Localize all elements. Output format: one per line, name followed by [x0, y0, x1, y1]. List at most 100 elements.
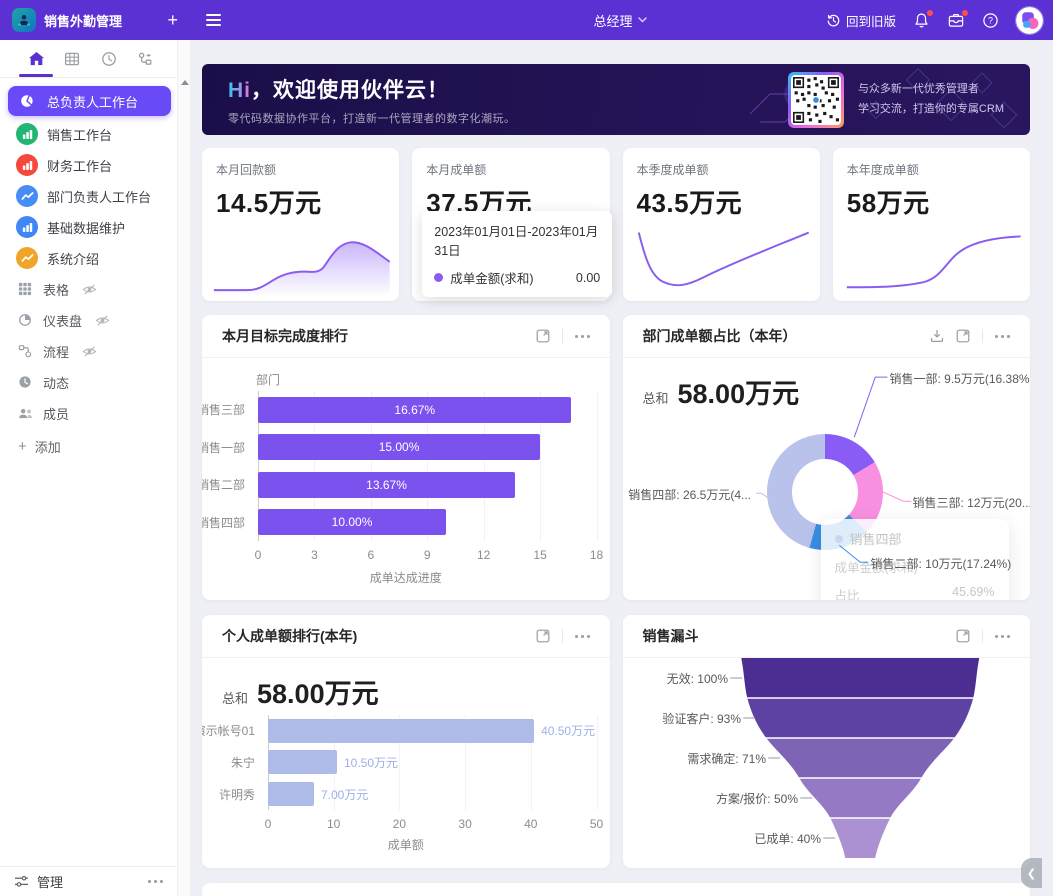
- sidebar-item-label: 基础数据维护: [47, 220, 126, 236]
- sidebar-menu: 总负责人工作台销售工作台财务工作台部门负责人工作台基础数据维护系统介绍表格仪表盘…: [0, 78, 177, 462]
- sidebar-item-3[interactable]: 部门负责人工作台: [8, 183, 171, 209]
- bar-许明秀[interactable]: [268, 782, 314, 807]
- history-icon: [827, 14, 840, 26]
- sidebar-tool-0[interactable]: 表格: [8, 276, 171, 302]
- sidebar-scrollbar[interactable]: [177, 40, 190, 896]
- manage-button[interactable]: 管理: [0, 866, 177, 896]
- funnel-chart: 无效: 100% 验证客户: 93% 需求确定: 71% 方案/报价: 50% 已成单:…: [623, 658, 1031, 868]
- stats-row: 本月回款额 14.5万元 本月成单额 37.5万元 2023年01月01日-20…: [202, 148, 1030, 301]
- qr-caption: 与众多新一代优秀管理者 学习交流，打造你的专属CRM: [858, 80, 1004, 120]
- card-dept-share-pie: 部门成单额占比（本年） 总和 58.00万元 销售四部 成单金额(求和) 占比 4…: [622, 315, 1031, 600]
- sidebar: 总负责人工作台销售工作台财务工作台部门负责人工作台基础数据维护系统介绍表格仪表盘…: [0, 40, 190, 896]
- expand-icon[interactable]: [536, 329, 550, 343]
- stat-value: 58万元: [846, 188, 930, 218]
- series-label: 成单金额(求和): [450, 272, 534, 286]
- sidebar-item-4[interactable]: 基础数据维护: [8, 214, 171, 240]
- banner-greeting: ，欢迎使用伙伴云！: [251, 78, 449, 102]
- more-options-button[interactable]: [574, 631, 590, 642]
- download-icon[interactable]: [930, 329, 944, 343]
- sidebar-item-label: 销售工作台: [47, 127, 113, 143]
- inbox-icon[interactable]: [947, 9, 968, 29]
- sidebar-item-5[interactable]: 系统介绍: [8, 245, 171, 271]
- back-to-old-version-button[interactable]: 回到旧版: [826, 11, 896, 30]
- more-options-button[interactable]: [995, 631, 1010, 642]
- x-tick-label: 50: [589, 817, 604, 831]
- charts-row-1: 本月目标完成度排行 部门 销售三部 销售一部 销售二部 销售四部 16.67% 15.0…: [202, 315, 1030, 600]
- chevron-down-icon: [637, 17, 647, 23]
- tab-workflow[interactable]: [127, 40, 163, 77]
- more-options-button[interactable]: [574, 331, 590, 342]
- clock-icon: [101, 51, 116, 66]
- bar-演示帐号01[interactable]: [268, 718, 535, 743]
- role-selector[interactable]: 总经理: [560, 0, 680, 40]
- sidebar-tool-4[interactable]: 成员: [8, 400, 171, 426]
- sidebar-toggle-icon[interactable]: [206, 14, 221, 26]
- category-label: 许明秀: [218, 787, 255, 802]
- bar-销售二部[interactable]: 13.67%: [258, 471, 516, 498]
- x-tick-label: 12: [476, 548, 491, 562]
- category-label: 销售一部: [202, 440, 245, 455]
- donut-chart[interactable]: [766, 434, 883, 550]
- manage-more-button[interactable]: [148, 876, 163, 887]
- user-avatar[interactable]: [1016, 6, 1043, 34]
- total-label: 总和: [642, 391, 669, 406]
- scroll-up-arrow[interactable]: [181, 80, 189, 85]
- svg-text:?: ?: [988, 15, 993, 25]
- more-options-button[interactable]: [995, 331, 1010, 342]
- collapse-panel-button[interactable]: ❮: [1021, 858, 1042, 888]
- tab-tables[interactable]: [54, 40, 90, 77]
- add-app-button[interactable]: +: [167, 10, 178, 30]
- gridline: [540, 391, 542, 541]
- banner-subtitle: 零代码数据协作平台，打造新一代管理者的数字化潮玩。: [228, 112, 516, 125]
- pie-chart-icon: [16, 90, 38, 112]
- back-to-old-version-label: 回到旧版: [845, 14, 896, 29]
- category-label: 演示帐号01: [202, 724, 255, 739]
- bar-朱宁[interactable]: [268, 750, 337, 775]
- stat-label: 本月回款额: [216, 163, 277, 177]
- gridline: [465, 715, 467, 810]
- manage-label: 管理: [37, 875, 64, 890]
- flow-icon: [16, 344, 34, 358]
- sidebar-tool-3[interactable]: 动态: [8, 369, 171, 395]
- sidebar-item-2[interactable]: 财务工作台: [8, 152, 171, 178]
- eye-off-icon[interactable]: [82, 283, 97, 296]
- expand-icon[interactable]: [956, 629, 970, 643]
- funnel-stage-label: 方案/报价: 50%: [715, 792, 798, 806]
- dashboard-pie-icon: [16, 313, 34, 327]
- sidebar-tool-2[interactable]: 流程: [8, 338, 171, 364]
- donut-label-销售二部: 销售二部: 10万元(17.24%): [870, 557, 1012, 571]
- card-title: 销售漏斗: [642, 628, 699, 644]
- sidebar-item-0[interactable]: 总负责人工作台: [8, 86, 171, 116]
- card-header: 本月目标完成度排行: [202, 315, 610, 358]
- expand-icon[interactable]: [956, 329, 970, 343]
- expand-icon[interactable]: [536, 629, 550, 643]
- funnel-stage-label: 验证客户: 93%: [662, 712, 741, 726]
- category-label: 朱宁: [230, 756, 255, 770]
- sidebar-tabs: [0, 40, 177, 78]
- bar-销售一部[interactable]: 15.00%: [258, 434, 541, 461]
- x-tick-label: 10: [327, 817, 341, 831]
- bar-value-label: 16.67%: [394, 402, 436, 417]
- tab-recent[interactable]: [91, 40, 127, 77]
- bar-chart-icon: [16, 123, 38, 145]
- sidebar-item-1[interactable]: 销售工作台: [8, 121, 171, 147]
- bar-chart-icon: [16, 154, 38, 176]
- sidebar-tool-1[interactable]: 仪表盘: [8, 307, 171, 333]
- add-item-button[interactable]: + 添加: [8, 431, 171, 462]
- category-label: 销售二部: [202, 478, 245, 493]
- stat-card-year-deal: 本年度成单额 58万元: [832, 148, 1030, 301]
- bar-销售四部[interactable]: 10.00%: [258, 509, 447, 536]
- funnel-stage-0[interactable]: [713, 658, 1007, 698]
- eye-off-icon[interactable]: [82, 345, 97, 358]
- bar-销售三部[interactable]: 16.67%: [258, 396, 572, 423]
- funnel-stage-1[interactable]: [713, 698, 1007, 738]
- help-icon[interactable]: ?: [982, 12, 999, 29]
- notifications-bell-icon[interactable]: [913, 9, 933, 29]
- tab-home[interactable]: [18, 40, 54, 77]
- sidebar-tool-label: 流程: [43, 344, 70, 360]
- total-line: 总和 58.00万元: [623, 358, 1031, 411]
- gridline: [370, 391, 372, 541]
- sparkline-line: [637, 231, 809, 287]
- eye-off-icon[interactable]: [95, 314, 110, 327]
